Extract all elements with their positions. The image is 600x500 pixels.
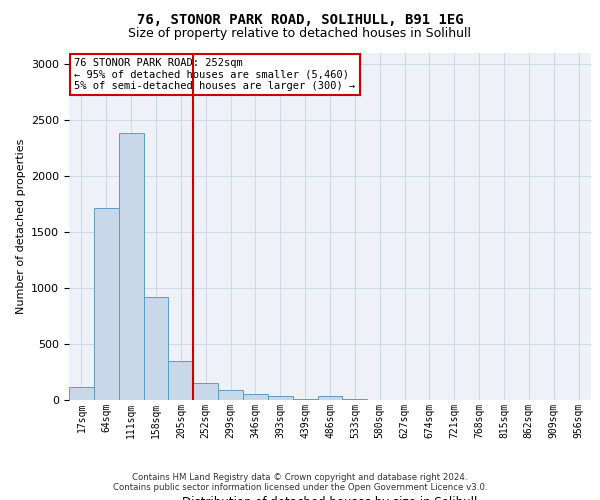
Y-axis label: Number of detached properties: Number of detached properties [16, 138, 26, 314]
Bar [69, 387, 94, 400]
Text: 76, STONOR PARK ROAD, SOLIHULL, B91 1EG: 76, STONOR PARK ROAD, SOLIHULL, B91 1EG [137, 12, 463, 26]
Bar [119, 133, 143, 400]
Bar [317, 396, 343, 400]
Bar [193, 382, 218, 400]
X-axis label: Distribution of detached houses by size in Solihull: Distribution of detached houses by size … [182, 496, 478, 500]
Bar [94, 208, 119, 400]
Bar [218, 390, 243, 400]
Text: Contains HM Land Registry data © Crown copyright and database right 2024.
Contai: Contains HM Land Registry data © Crown c… [113, 473, 487, 492]
Bar [268, 396, 293, 400]
Bar [243, 394, 268, 400]
Bar [143, 297, 169, 400]
Text: Size of property relative to detached houses in Solihull: Size of property relative to detached ho… [128, 28, 472, 40]
Bar [169, 361, 193, 400]
Text: 76 STONOR PARK ROAD: 252sqm
← 95% of detached houses are smaller (5,460)
5% of s: 76 STONOR PARK ROAD: 252sqm ← 95% of det… [74, 58, 355, 91]
